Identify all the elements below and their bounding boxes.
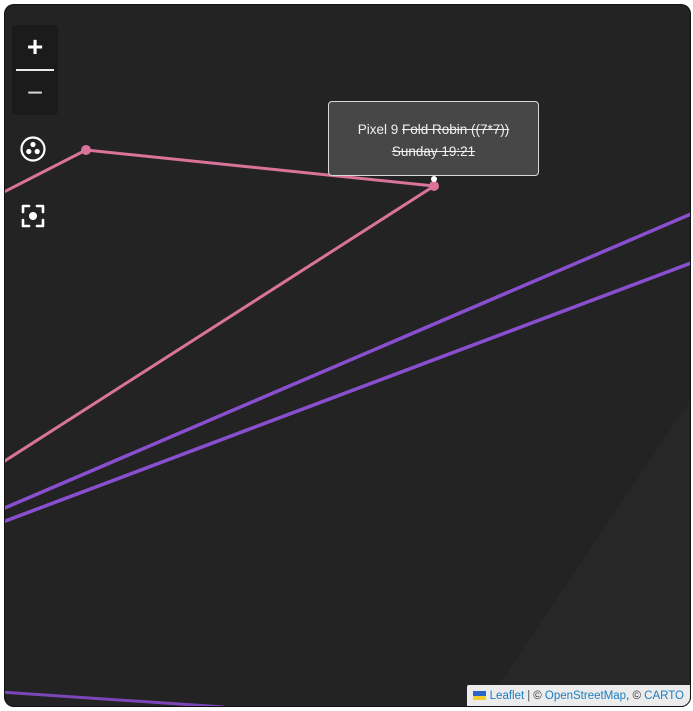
locate-button[interactable] bbox=[16, 199, 50, 233]
map-attribution: Leaflet | © OpenStreetMap, © CARTO bbox=[466, 685, 690, 706]
map-container[interactable]: + − Pixel 9 Fold Robin ((7*7)) Sunday 19… bbox=[4, 4, 691, 707]
pink-route-line[interactable] bbox=[4, 148, 436, 464]
purple-route-line-bottom[interactable] bbox=[4, 690, 225, 707]
purple-route-line-lower[interactable] bbox=[4, 261, 691, 524]
layers-button[interactable] bbox=[16, 132, 50, 166]
purple-route-line-upper[interactable] bbox=[4, 212, 691, 511]
route-layer[interactable] bbox=[4, 4, 691, 707]
tooltip-anchor-dot bbox=[431, 176, 437, 182]
openstreetmap-link[interactable]: OpenStreetMap bbox=[544, 689, 627, 702]
map-tile-background bbox=[484, 399, 691, 707]
route-point-marker[interactable] bbox=[81, 145, 91, 155]
tooltip-line-1: Pixel 9 Fold Robin ((7*7)) bbox=[329, 119, 538, 141]
tooltip-device: Pixel 9 bbox=[357, 122, 399, 137]
copyright-symbol: © bbox=[533, 689, 542, 702]
attribution-separator: | bbox=[527, 689, 531, 702]
locate-icon bbox=[21, 204, 45, 228]
tooltip-time: Sunday 19:21 bbox=[391, 144, 476, 159]
copyright-symbol: © bbox=[632, 689, 641, 702]
ukraine-flag-icon bbox=[472, 691, 486, 700]
zoom-in-button[interactable]: + bbox=[26, 31, 44, 62]
zoom-control: + − bbox=[12, 25, 58, 115]
layers-icon bbox=[20, 136, 46, 162]
zoom-divider bbox=[16, 69, 54, 71]
map-tooltip: Pixel 9 Fold Robin ((7*7)) Sunday 19:21 bbox=[328, 101, 539, 176]
carto-link[interactable]: CARTO bbox=[644, 689, 684, 702]
route-point-marker[interactable] bbox=[429, 181, 439, 191]
leaflet-link[interactable]: Leaflet bbox=[489, 689, 525, 702]
zoom-out-button[interactable]: − bbox=[26, 77, 44, 108]
attribution-comma: , bbox=[626, 689, 630, 702]
tooltip-name: Fold Robin ((7*7)) bbox=[402, 122, 510, 137]
